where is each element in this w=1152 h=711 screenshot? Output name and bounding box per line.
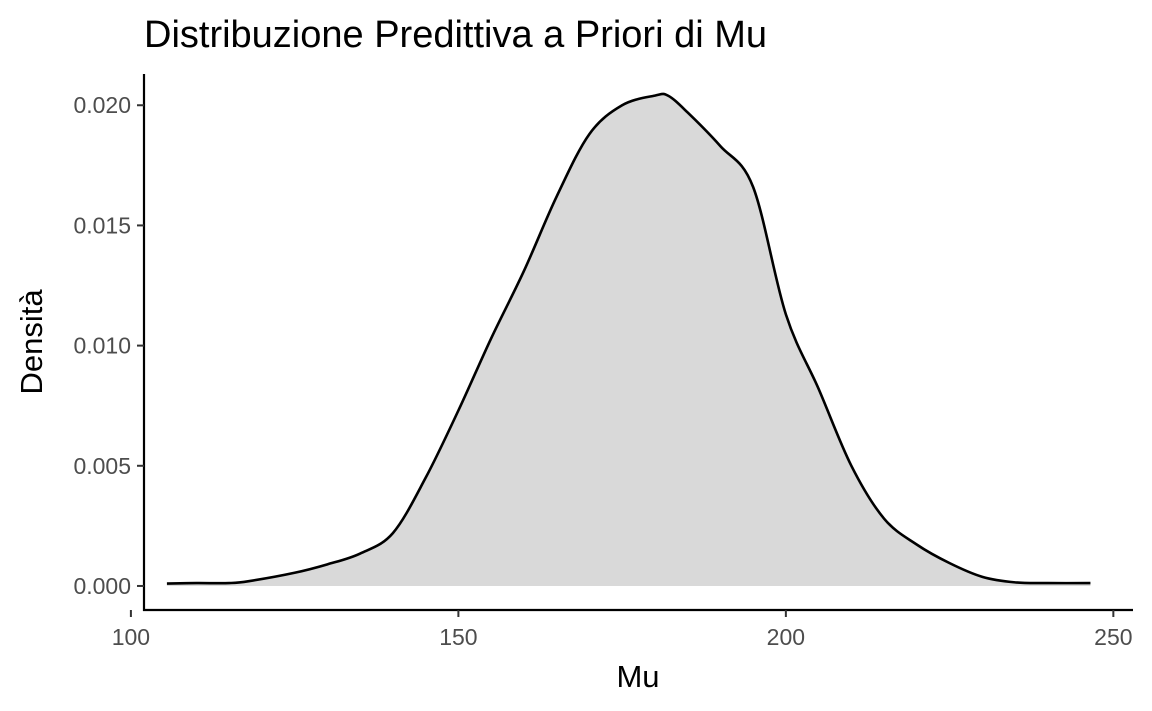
density-area — [166, 93, 1091, 586]
x-axis-title: Mu — [616, 659, 659, 694]
y-tick-label: 0.020 — [73, 92, 131, 118]
y-axis-title: Densità — [14, 289, 49, 395]
density-line — [166, 92, 1091, 585]
y-tick-label: 0.015 — [73, 212, 131, 238]
y-tick-label: 0.010 — [73, 333, 131, 359]
x-axis-ticks: 100 150 200 250 — [112, 610, 1133, 650]
plot-area — [166, 92, 1091, 586]
x-tick-label: 100 — [112, 624, 150, 650]
x-tick-label: 150 — [439, 624, 477, 650]
chart-title: Distribuzione Predittiva a Priori di Mu — [144, 14, 767, 56]
x-tick-label: 200 — [767, 624, 805, 650]
y-tick-label: 0.000 — [73, 573, 131, 599]
y-tick-label: 0.005 — [73, 453, 131, 479]
x-tick-label: 250 — [1094, 624, 1132, 650]
y-axis-ticks: 0.000 0.005 0.010 0.015 0.020 — [73, 92, 144, 599]
